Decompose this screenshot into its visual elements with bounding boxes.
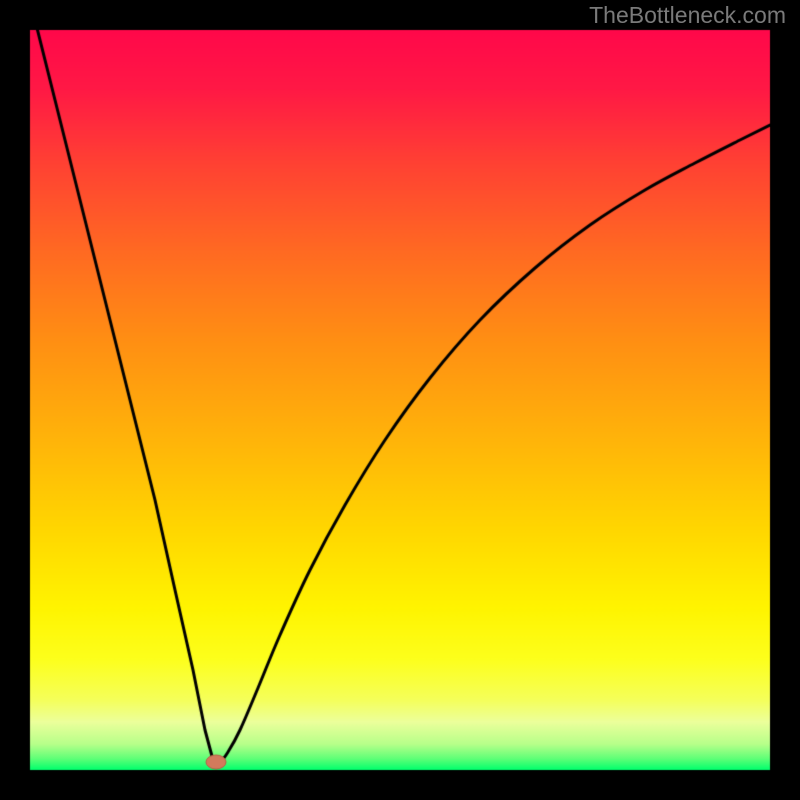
attribution-label: TheBottleneck.com [589, 2, 786, 29]
plot-canvas [0, 0, 800, 800]
chart-wrapper: TheBottleneck.com [0, 0, 800, 800]
